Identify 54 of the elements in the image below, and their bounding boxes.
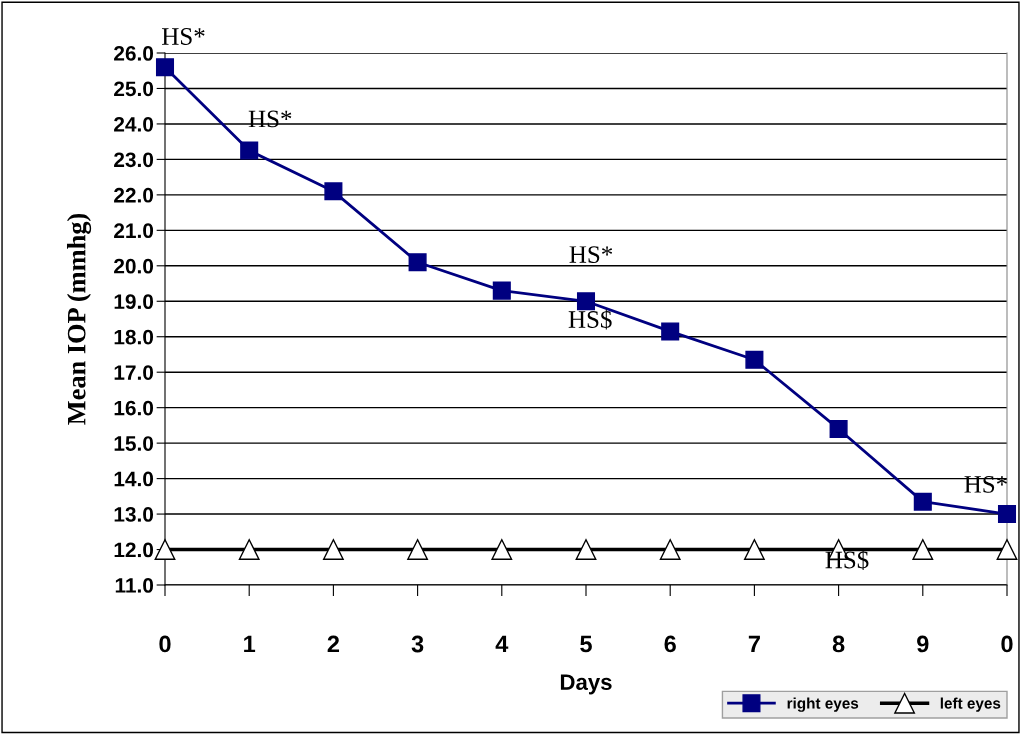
y-tick-label: 20.0 [114, 258, 154, 274]
y-tick-label: 22.0 [114, 187, 154, 203]
y-tick-label: 13.0 [114, 507, 154, 522]
x-tick-label: 3 [411, 635, 424, 653]
y-tick-label: 25.0 [114, 81, 154, 97]
point [322, 539, 344, 560]
y-tick-label: 14.0 [114, 471, 154, 487]
x-tick-label: 2 [327, 635, 340, 653]
point [659, 539, 681, 560]
x-tick-label: 0 [159, 635, 171, 653]
point [492, 281, 511, 300]
y-tick-label: 12.0 [114, 542, 154, 558]
point [745, 350, 764, 369]
annotation: HS* [569, 246, 613, 264]
point [240, 141, 259, 160]
x-tick-label: 8 [832, 635, 845, 653]
y-tick-label: 24.0 [114, 116, 154, 132]
point [912, 539, 934, 560]
x-tick-label: 5 [580, 635, 592, 653]
x-tick-label: 6 [664, 635, 676, 653]
point [491, 539, 513, 560]
y-tick-label: 16.0 [114, 400, 154, 416]
point [575, 539, 597, 560]
y-tick-label: 15.0 [114, 436, 154, 451]
point [155, 58, 175, 77]
y-tick-label: 11.0 [115, 578, 154, 593]
y-axis-title: Mean IOP (mmhg) [66, 213, 92, 425]
legend-label: left eyes [940, 697, 1001, 712]
point [154, 539, 176, 560]
y-tick-label: 17.0 [114, 365, 154, 380]
x-tick-label: 1 [244, 635, 256, 653]
y-tick-label: 21.0 [114, 223, 154, 239]
point [996, 539, 1018, 560]
point [407, 539, 429, 560]
point [408, 253, 427, 272]
point [661, 322, 680, 341]
text: HS* [162, 28, 205, 45]
point [238, 539, 260, 560]
x-tick-label: 9 [917, 635, 929, 653]
point [743, 539, 765, 560]
x-axis-title: Days [560, 674, 612, 695]
y-tick-label: 23.0 [114, 152, 154, 168]
annotation: HS$ [568, 309, 612, 330]
x-tick-label: 0 [1001, 635, 1013, 653]
x-tick-label: 7 [748, 635, 760, 653]
y-tick-label: 26.0 [114, 46, 154, 61]
point [324, 182, 343, 201]
legend-label: right eyes [787, 697, 859, 712]
point [997, 505, 1017, 524]
point [829, 419, 848, 438]
y-tick-label: 18.0 [114, 329, 154, 345]
point [913, 492, 932, 511]
y-tick-label: 19.0 [114, 294, 154, 310]
x-tick-label: 4 [495, 635, 509, 653]
